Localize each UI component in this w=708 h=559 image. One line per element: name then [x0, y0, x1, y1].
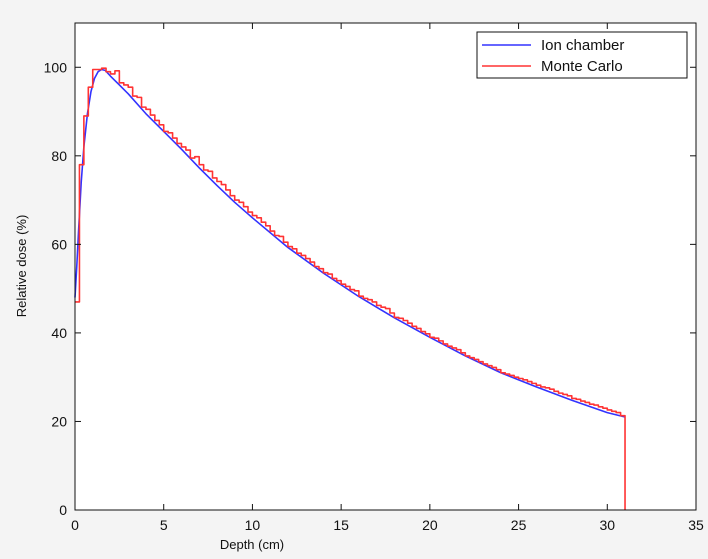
- y-tick-label: 40: [51, 325, 67, 341]
- legend-label-monte-carlo: Monte Carlo: [541, 58, 623, 75]
- x-axis-label: Depth (cm): [220, 537, 284, 552]
- x-tick-label: 5: [160, 517, 168, 533]
- y-tick-label: 100: [44, 59, 68, 75]
- plot-area: [75, 23, 696, 510]
- x-tick-label: 0: [71, 517, 79, 533]
- y-tick-label: 60: [51, 236, 67, 252]
- series-layer: [74, 67, 626, 510]
- y-tick-label: 20: [51, 413, 67, 429]
- series-line-monte-carlo: [75, 67, 626, 510]
- y-tick-label: 0: [59, 502, 67, 518]
- x-tick-label: 30: [599, 517, 615, 533]
- y-tick-label: 80: [51, 148, 67, 164]
- plot-frame: [74, 22, 697, 511]
- x-tick-label: 10: [245, 517, 261, 533]
- y-axis-label: Relative dose (%): [14, 215, 29, 318]
- x-tick-label: 25: [511, 517, 527, 533]
- x-tick-label: 20: [422, 517, 438, 533]
- axis-layer: 0 5 10 15 20 25 30 35 0 20 40 60 80 100: [44, 22, 704, 533]
- x-tick-label: 35: [688, 517, 704, 533]
- legend: Ion chamber Monte Carlo: [476, 31, 688, 79]
- legend-label-ion-chamber: Ion chamber: [541, 37, 624, 54]
- x-tick-label: 15: [333, 517, 349, 533]
- legend-box: [476, 31, 688, 79]
